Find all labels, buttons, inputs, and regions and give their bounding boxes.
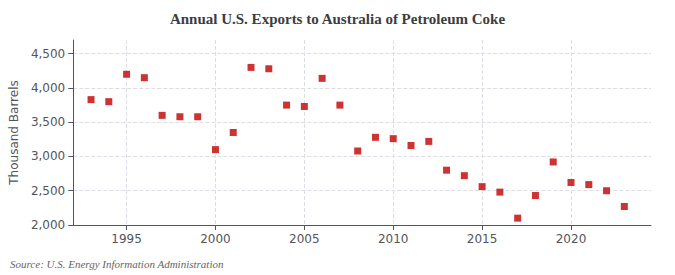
svg-text:2,000: 2,000 xyxy=(31,218,65,232)
svg-text:Annual U.S. Exports to Austral: Annual U.S. Exports to Australia of Petr… xyxy=(170,11,505,27)
svg-text:2010: 2010 xyxy=(378,232,409,246)
svg-text:4,000: 4,000 xyxy=(31,81,65,95)
svg-text:2,500: 2,500 xyxy=(31,184,65,198)
svg-text:2005: 2005 xyxy=(289,232,320,246)
svg-text:Source: U.S. Energy Informatio: Source: U.S. Energy Information Administ… xyxy=(10,258,224,270)
svg-text:2020: 2020 xyxy=(556,232,587,246)
svg-text:Thousand Barrels: Thousand Barrels xyxy=(7,80,21,185)
svg-text:3,500: 3,500 xyxy=(31,115,65,129)
svg-text:2000: 2000 xyxy=(200,232,231,246)
svg-text:2015: 2015 xyxy=(467,232,498,246)
svg-text:4,500: 4,500 xyxy=(31,47,65,61)
svg-text:1995: 1995 xyxy=(111,232,142,246)
svg-text:3,000: 3,000 xyxy=(31,149,65,163)
